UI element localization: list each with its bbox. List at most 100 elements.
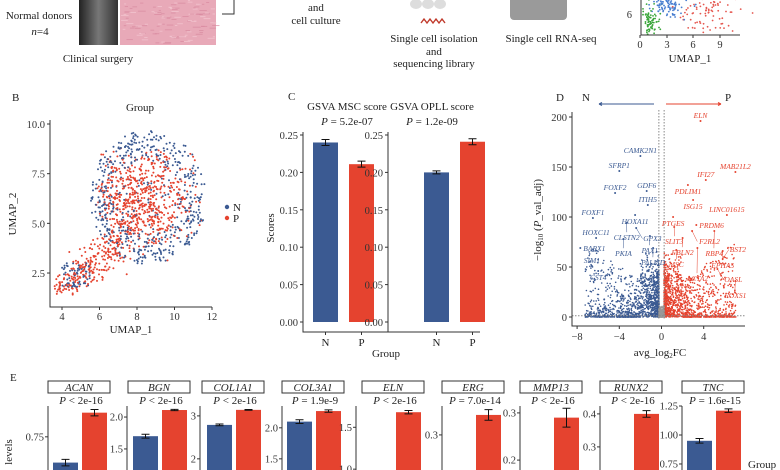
umap-cluster-point bbox=[679, 16, 682, 19]
point-p bbox=[140, 197, 143, 199]
point-p bbox=[128, 250, 131, 253]
histology-fiber bbox=[210, 8, 215, 10]
point-down bbox=[649, 298, 652, 301]
point-up bbox=[704, 313, 707, 316]
x-tick-label: N bbox=[322, 337, 330, 349]
point-down bbox=[624, 297, 626, 300]
point-n bbox=[191, 218, 194, 221]
error-bar bbox=[432, 170, 441, 175]
point-down bbox=[649, 306, 652, 308]
point-n bbox=[103, 156, 106, 159]
histology-fiber bbox=[161, 41, 165, 43]
point-up bbox=[671, 312, 673, 315]
labeled-gene-point bbox=[713, 230, 716, 232]
point-down bbox=[629, 286, 631, 288]
umap-cluster-point bbox=[669, 8, 672, 11]
point-up bbox=[720, 294, 722, 297]
point-n bbox=[119, 161, 122, 164]
y-axis-label: UMAP_2 bbox=[7, 193, 19, 236]
point-up bbox=[681, 303, 684, 306]
point-p bbox=[122, 219, 125, 222]
point-p bbox=[113, 259, 116, 262]
point-p bbox=[169, 216, 172, 219]
point-p bbox=[122, 246, 125, 249]
point-up bbox=[663, 252, 666, 254]
point-p bbox=[155, 238, 158, 241]
point-n bbox=[168, 141, 171, 144]
point-down bbox=[616, 290, 619, 293]
point-p bbox=[100, 183, 103, 186]
histology-fiber bbox=[140, 2, 144, 4]
point-up bbox=[704, 301, 707, 304]
point-up bbox=[698, 296, 700, 298]
point-p bbox=[76, 288, 78, 291]
umap-cluster-point bbox=[650, 27, 652, 29]
point-up bbox=[698, 280, 701, 282]
point-down bbox=[653, 263, 655, 265]
point-n bbox=[141, 154, 144, 157]
point-up bbox=[666, 279, 668, 281]
histology-fiber bbox=[202, 13, 211, 15]
point-p bbox=[126, 176, 129, 178]
point-n bbox=[116, 208, 119, 211]
point-p bbox=[112, 235, 115, 237]
point-p bbox=[116, 189, 118, 192]
point-p bbox=[153, 162, 156, 165]
point-n bbox=[98, 162, 101, 165]
point-n bbox=[157, 232, 160, 235]
point-p bbox=[149, 198, 152, 201]
arrow-right-icon bbox=[666, 102, 722, 106]
point-p bbox=[62, 278, 65, 281]
histology-fiber bbox=[206, 1, 210, 3]
point-p bbox=[129, 196, 131, 198]
point-down bbox=[645, 313, 648, 316]
umap-cluster-point bbox=[657, 10, 660, 13]
point-p bbox=[146, 208, 149, 211]
point-p bbox=[129, 231, 132, 234]
point-up bbox=[684, 301, 687, 303]
point-n bbox=[105, 160, 108, 163]
point-p bbox=[167, 212, 169, 215]
point-up bbox=[677, 289, 680, 292]
point-p bbox=[157, 209, 160, 212]
point-down bbox=[649, 287, 652, 290]
point-n bbox=[137, 251, 140, 254]
umap-cluster-point bbox=[647, 18, 650, 21]
point-n bbox=[132, 131, 135, 134]
point-up bbox=[669, 301, 671, 304]
point-down bbox=[597, 299, 600, 302]
umap-cluster-point bbox=[667, 4, 670, 7]
point-up bbox=[684, 286, 686, 288]
point-n bbox=[104, 185, 107, 188]
point-p bbox=[159, 151, 162, 154]
point-up bbox=[686, 285, 689, 287]
point-p bbox=[128, 170, 131, 173]
point-p bbox=[69, 279, 72, 282]
umap-cluster-point bbox=[674, 6, 676, 9]
point-down bbox=[625, 311, 627, 313]
umap-cluster-point bbox=[674, 4, 677, 7]
point-up bbox=[714, 311, 716, 313]
point-p bbox=[92, 268, 95, 271]
point-n bbox=[150, 182, 153, 185]
isolation-line-3: sequencing library bbox=[393, 58, 475, 70]
point-n bbox=[182, 144, 185, 147]
point-down bbox=[643, 299, 645, 302]
labeled-gene-point bbox=[625, 222, 628, 224]
point-down bbox=[610, 269, 613, 271]
point-p bbox=[194, 193, 197, 196]
histology-fiber bbox=[154, 33, 160, 35]
point-p bbox=[150, 208, 153, 210]
point-n bbox=[171, 250, 174, 253]
point-down bbox=[610, 271, 612, 273]
point-n bbox=[190, 172, 193, 175]
point-up bbox=[682, 300, 685, 302]
point-up bbox=[679, 302, 682, 305]
point-down bbox=[628, 308, 630, 310]
point-up bbox=[691, 281, 694, 284]
point-up bbox=[705, 311, 707, 314]
point-n bbox=[155, 153, 158, 156]
point-down bbox=[625, 276, 627, 279]
point-p bbox=[126, 224, 129, 227]
